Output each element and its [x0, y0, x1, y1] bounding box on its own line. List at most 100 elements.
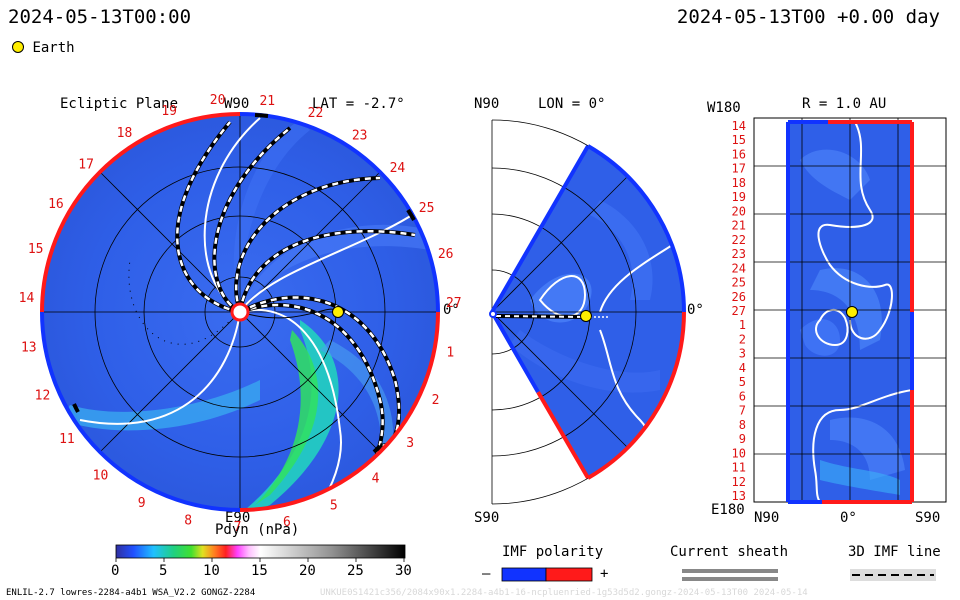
- hour-label: 23: [352, 129, 368, 144]
- hour-label: 27: [446, 296, 462, 311]
- hour-label: 1: [446, 346, 454, 361]
- hour-label: 19: [161, 104, 177, 119]
- radial-top-left-label: W180: [707, 100, 741, 116]
- hour-label: 9: [138, 496, 146, 511]
- radial-row-label: 13: [732, 489, 746, 503]
- hour-label: 8: [184, 514, 192, 529]
- earth-meridional-icon: [580, 310, 592, 322]
- imf-negative-swatch: [501, 567, 547, 582]
- hour-label: 12: [35, 389, 51, 404]
- radial-row-label: 10: [732, 446, 746, 460]
- radial-bottom-label-s: S90: [915, 510, 941, 526]
- radial-row-label: 16: [732, 148, 746, 162]
- hour-label: 13: [21, 341, 37, 356]
- hour-label: 24: [390, 161, 406, 176]
- radial-row-label: 6: [739, 389, 746, 403]
- hour-label: 11: [59, 432, 75, 447]
- radial-row-label: 18: [732, 176, 746, 190]
- radial-row-labels: 1415161718192021222324252627123456789101…: [732, 119, 746, 503]
- meridional-panel: [489, 119, 686, 505]
- colorbar-tick-25: 25: [347, 563, 364, 579]
- ecliptic-panel: [40, 112, 440, 512]
- colorbar-tick-5: 5: [159, 563, 168, 579]
- radial-row-label: 27: [732, 304, 746, 318]
- radial-row-label: 1: [739, 318, 746, 332]
- footer-left: ENLIL-2.7 lowres-2284-a4b1 WSA_V2.2 GONG…: [6, 588, 256, 598]
- current-sheath-title: Current sheath: [670, 544, 789, 560]
- hour-label: 18: [117, 126, 133, 141]
- radial-row-label: 4: [739, 361, 746, 375]
- hour-label: 7: [234, 520, 242, 535]
- ecliptic-top-label: W90: [224, 96, 250, 112]
- hour-label: 26: [438, 247, 454, 262]
- radial-row-label: 9: [739, 432, 746, 446]
- colorbar-tick-20: 20: [299, 563, 316, 579]
- radial-row-label: 14: [732, 119, 746, 133]
- sun-icon: [230, 302, 250, 322]
- hour-label: 4: [372, 472, 380, 487]
- radial-row-label: 11: [732, 461, 746, 475]
- meridional-bottom-label: S90: [474, 510, 500, 526]
- radial-panel: [753, 117, 947, 504]
- imf-plus-label: +: [600, 566, 609, 582]
- earth-ecliptic-icon: [332, 306, 344, 318]
- colorbar-tick-30: 30: [395, 563, 412, 579]
- imf-minus-label: –: [482, 566, 491, 582]
- hour-label: 22: [308, 106, 324, 121]
- ecliptic-title: Ecliptic Plane: [60, 96, 179, 112]
- radial-row-label: 15: [732, 133, 746, 147]
- ecliptic-right-label: 0°: [443, 302, 460, 318]
- imf-positive-swatch: [545, 567, 593, 582]
- meridional-top-label: N90: [474, 96, 500, 112]
- radial-row-label: 26: [732, 290, 746, 304]
- radial-bottom-left-label: E180: [711, 502, 745, 518]
- earth-marker-icon: [12, 41, 24, 53]
- hour-label: 10: [93, 468, 109, 483]
- hour-label: 20: [210, 93, 226, 108]
- hour-label: 2: [432, 393, 440, 408]
- radial-row-label: 3: [739, 347, 746, 361]
- radial-row-label: 20: [732, 204, 746, 218]
- hour-label: 14: [19, 291, 35, 306]
- earth-legend: Earth: [12, 40, 75, 56]
- radial-row-label: 23: [732, 247, 746, 261]
- hour-label: 25: [419, 201, 435, 216]
- colorbar-tick-0: 0: [111, 563, 120, 579]
- hour-label: 15: [28, 242, 44, 257]
- hour-label: 17: [78, 157, 94, 172]
- radial-row-label: 19: [732, 190, 746, 204]
- meridional-right-label: 0°: [687, 302, 704, 318]
- radial-row-label: 5: [739, 375, 746, 389]
- earth-legend-label: Earth: [32, 40, 75, 56]
- radial-row-label: 21: [732, 219, 746, 233]
- colorbar-title: Pdyn (nPa): [215, 522, 300, 538]
- radial-row-label: 25: [732, 276, 746, 290]
- hour-label: 6: [283, 515, 291, 530]
- ecliptic-lat-label: LAT = -2.7°: [312, 96, 405, 112]
- radial-bottom-label-n: N90: [754, 510, 780, 526]
- colorbar-tick-10: 10: [203, 563, 220, 579]
- ecliptic-bottom-label: E90: [225, 510, 251, 526]
- hour-label: 3: [406, 436, 414, 451]
- radial-bottom-label-0: 0°: [840, 510, 857, 526]
- footer-right: UNKUE0S1421c356/2084x90x1.2284-a4b1-16-n…: [320, 588, 808, 598]
- radial-row-label: 7: [739, 404, 746, 418]
- radial-row-label: 22: [732, 233, 746, 247]
- imf3d-title: 3D IMF line: [848, 544, 941, 560]
- colorbar-tick-15: 15: [251, 563, 268, 579]
- pdyn-colorbar: [115, 544, 406, 559]
- header-right-time: 2024-05-13T00 +0.00 day: [676, 6, 940, 28]
- current-sheath-swatch: [682, 577, 778, 581]
- ecliptic-hour-labels: 20 21222324252627123456789101112131415161…: [19, 93, 462, 535]
- hour-label: 21: [259, 94, 275, 109]
- radial-row-label: 12: [732, 475, 746, 489]
- header-left-time: 2024-05-13T00:00: [8, 6, 192, 28]
- radial-row-label: 24: [732, 261, 746, 275]
- radial-row-label: 8: [739, 418, 746, 432]
- earth-radial-icon: [846, 306, 858, 318]
- meridional-lon-label: LON = 0°: [538, 96, 606, 112]
- hour-label: 16: [48, 197, 64, 212]
- radial-r-label: R = 1.0 AU: [802, 96, 887, 112]
- imf-polarity-title: IMF polarity: [502, 544, 604, 560]
